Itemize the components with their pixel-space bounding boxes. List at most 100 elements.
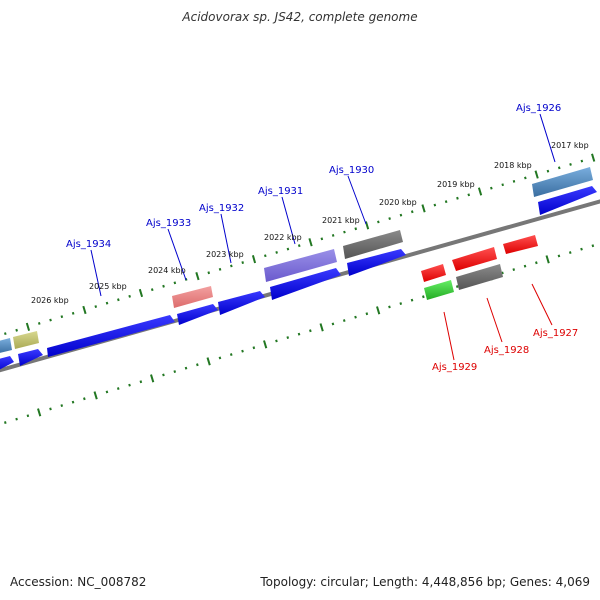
gene-label-ajs-1926[interactable]: Ajs_1926 — [516, 103, 561, 114]
gene-arrow-ajs-1928[interactable] — [452, 247, 497, 271]
minor-tick — [365, 312, 369, 316]
feature-box-steel-1926[interactable] — [532, 167, 593, 197]
minor-tick — [94, 305, 98, 308]
accession-text: Accession: NC_008782 — [10, 575, 147, 589]
gene-label-ajs-1927[interactable]: Ajs_1927 — [533, 328, 578, 339]
gene-arrow-ajs-1933[interactable] — [177, 304, 218, 325]
gene-label-ajs-1931[interactable]: Ajs_1931 — [258, 186, 303, 197]
minor-tick — [512, 268, 516, 271]
minor-tick — [218, 267, 222, 271]
minor-tick — [150, 288, 154, 292]
kbp-label: 2022 kbp — [264, 233, 302, 242]
major-tick — [319, 323, 324, 332]
minor-tick — [343, 230, 346, 234]
gene-label-ajs-1928[interactable]: Ajs_1928 — [484, 345, 529, 356]
feature-box-olive-left[interactable] — [13, 331, 39, 349]
major-tick — [25, 322, 31, 331]
minor-tick — [49, 318, 52, 322]
gene-arrow-ajs-1934[interactable] — [47, 315, 175, 357]
gene-arrow-ajs-1930[interactable] — [347, 249, 406, 276]
minor-tick — [117, 298, 120, 302]
reverse-genes — [421, 235, 538, 300]
minor-tick — [286, 247, 290, 251]
gene-arrow-ajs-1927[interactable] — [503, 235, 538, 254]
major-tick — [195, 272, 200, 281]
kbp-label: 2018 kbp — [494, 161, 532, 170]
gene-arrow-left-2[interactable] — [0, 356, 14, 372]
feature-boxes — [0, 167, 593, 354]
gene-label-ajs-1934[interactable]: Ajs_1934 — [66, 239, 111, 250]
major-tick — [421, 204, 426, 213]
feature-box-purple[interactable] — [264, 249, 337, 282]
minor-tick — [173, 281, 177, 285]
minor-tick — [139, 380, 143, 384]
feature-box-gray-1930[interactable] — [343, 230, 403, 259]
kbp-label: 2026 kbp — [31, 296, 69, 305]
major-tick — [545, 255, 550, 264]
gene-box-gray-1928[interactable] — [456, 264, 503, 290]
gene-arrow-red-small[interactable] — [421, 264, 446, 282]
minor-tick — [456, 196, 459, 200]
minor-tick — [286, 336, 290, 339]
minor-tick — [83, 397, 86, 401]
major-tick — [93, 391, 98, 400]
major-tick — [206, 357, 211, 366]
callout-ajs-1933 — [167, 228, 187, 281]
minor-tick — [557, 166, 561, 170]
minor-tick — [490, 186, 493, 190]
genome-summary-text: Topology: circular; Length: 4,448,856 bp… — [260, 575, 590, 589]
gene-label-ajs-1929[interactable]: Ajs_1929 — [432, 362, 477, 373]
minor-tick — [568, 251, 572, 254]
minor-tick — [501, 183, 504, 187]
minor-tick — [162, 284, 165, 288]
feature-box-pink[interactable] — [172, 286, 213, 308]
feature-box-steel-left[interactable] — [0, 338, 12, 354]
minor-tick — [523, 264, 527, 268]
major-tick — [308, 238, 313, 247]
callout-ajs-1930 — [347, 175, 367, 225]
major-tick — [82, 305, 87, 315]
minor-tick — [173, 370, 177, 373]
minor-tick — [128, 294, 131, 298]
minor-tick — [399, 302, 403, 305]
gene-arrow-ajs-1931[interactable] — [270, 268, 341, 300]
minor-tick — [60, 404, 64, 407]
minor-tick — [15, 417, 18, 421]
minor-tick — [388, 305, 391, 309]
major-tick — [376, 306, 381, 315]
minor-tick — [241, 349, 244, 353]
minor-tick — [535, 261, 538, 265]
minor-tick — [26, 414, 30, 418]
gene-arrow-ajs-1926[interactable] — [538, 186, 597, 215]
minor-tick — [71, 311, 75, 315]
minor-tick — [399, 213, 403, 217]
minor-tick — [252, 346, 256, 350]
callout-ajs-1929 — [443, 311, 455, 361]
major-tick — [591, 153, 596, 162]
minor-tick — [162, 373, 165, 377]
kbp-label: 2019 kbp — [437, 180, 475, 189]
minor-tick — [467, 193, 471, 197]
callout-ajs-1931 — [281, 196, 296, 245]
major-tick — [263, 340, 268, 349]
gene-box-green-1929[interactable] — [424, 280, 454, 300]
gene-labels: Ajs_1926 Ajs_1930 Ajs_1931 Ajs_1932 Ajs_… — [66, 103, 578, 373]
major-tick — [534, 170, 539, 179]
kbp-label: 2023 kbp — [206, 250, 244, 259]
minor-tick — [331, 234, 335, 237]
gene-label-ajs-1932[interactable]: Ajs_1932 — [199, 203, 244, 214]
gene-arrow-ajs-1932[interactable] — [218, 291, 265, 315]
callout-ajs-1927 — [531, 283, 553, 326]
callout-ajs-1928 — [486, 297, 503, 343]
gene-arrow-left-1[interactable] — [18, 349, 43, 366]
gene-label-ajs-1930[interactable]: Ajs_1930 — [329, 165, 374, 176]
minor-tick — [557, 254, 561, 258]
minor-tick — [105, 390, 109, 394]
minor-tick — [71, 400, 75, 404]
minor-tick — [444, 200, 448, 204]
major-tick — [477, 187, 483, 196]
minor-tick — [105, 301, 109, 305]
kbp-label: 2021 kbp — [322, 216, 360, 225]
major-tick — [364, 221, 370, 230]
gene-label-ajs-1933[interactable]: Ajs_1933 — [146, 218, 191, 229]
